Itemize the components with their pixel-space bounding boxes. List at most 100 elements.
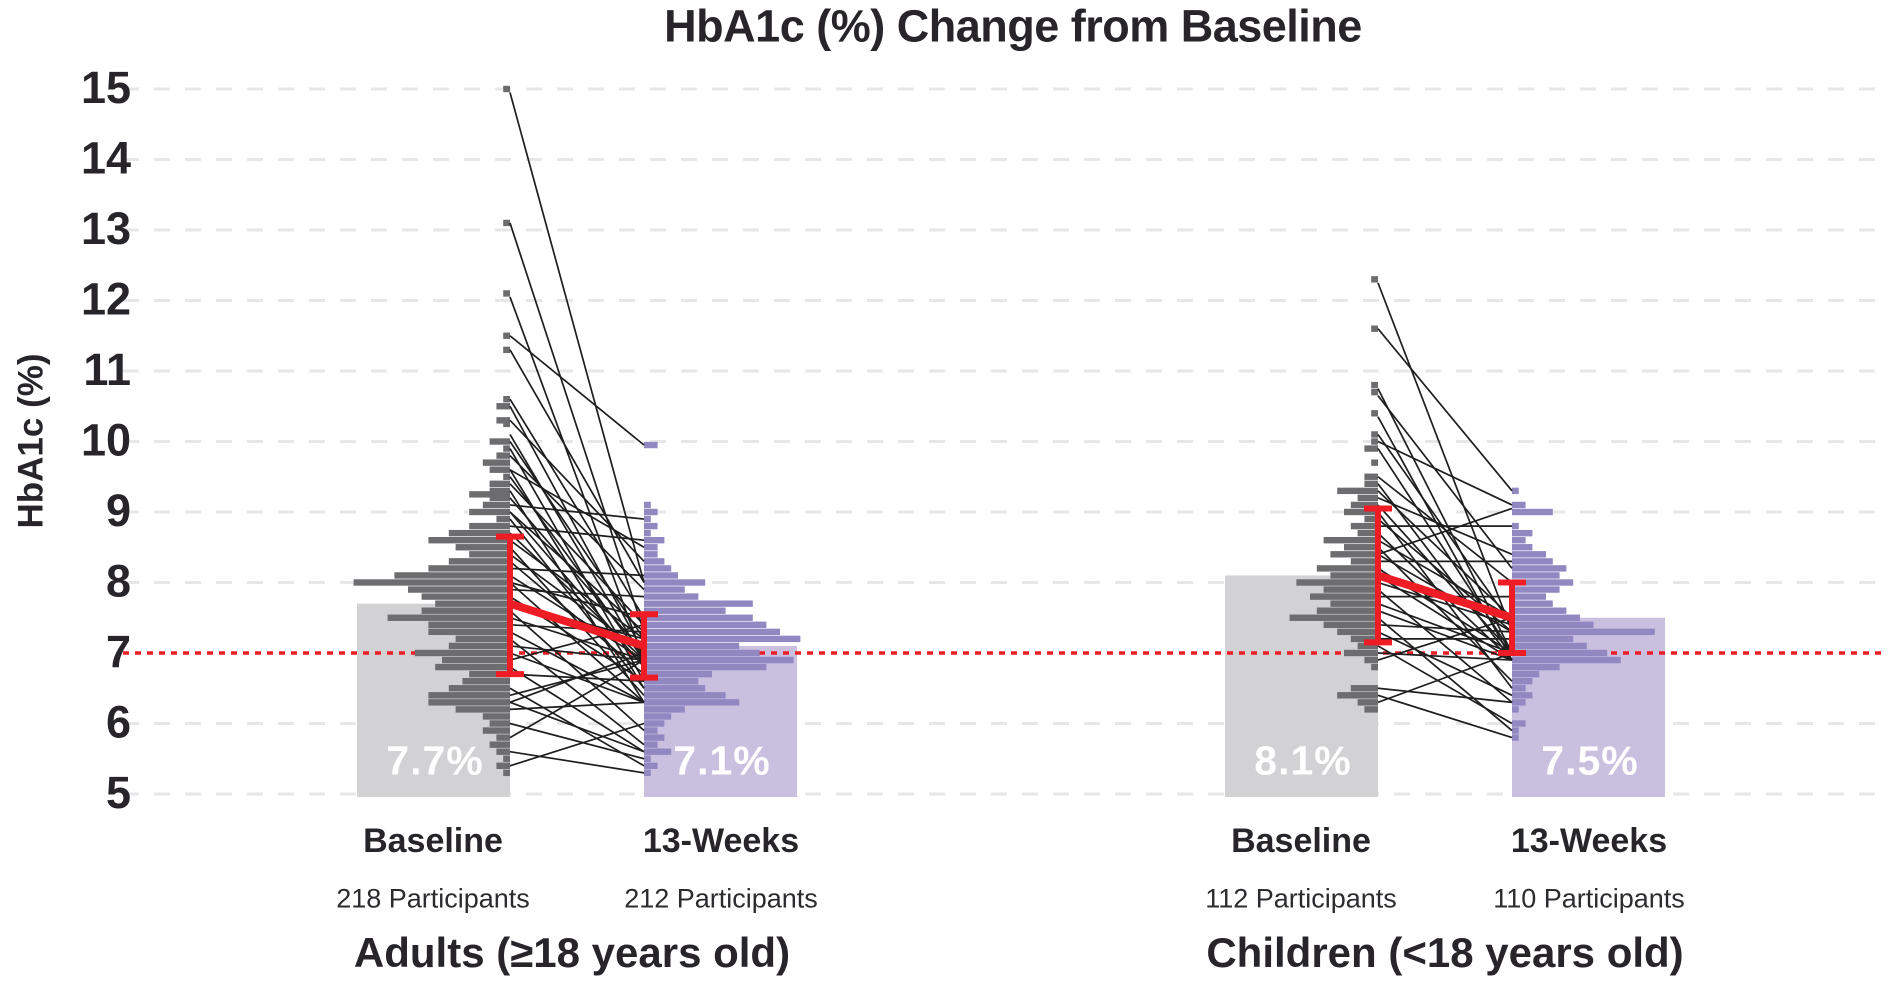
histogram-bar-baseline [1364,515,1378,523]
histogram-bar-baseline [469,491,510,498]
histogram-bar-baseline [414,649,510,657]
y-tick-label: 14 [81,132,131,183]
histogram-bar-baseline [489,438,510,445]
histogram-bar-13weeks [1512,642,1587,650]
histogram-bar-13weeks [644,593,699,600]
histogram-bar-baseline [1337,692,1378,699]
histogram-bar-baseline [428,537,510,544]
histogram-bar-13weeks [644,579,706,586]
histogram-bar-13weeks [1512,487,1519,495]
histogram-bar-baseline [489,720,510,727]
pair-line [509,659,645,739]
participants-label-adults-13weeks: 212 Participants [624,883,818,914]
histogram-bar-baseline [482,727,510,734]
histogram-bar-baseline [503,290,510,297]
histogram-bar-baseline [1316,607,1378,614]
pair-line [509,722,645,760]
histogram-bar-13weeks [644,642,740,650]
histogram-bar-baseline [448,558,510,565]
pair-line [509,750,645,774]
histogram-bar-13weeks [644,685,706,692]
pair-line [509,574,645,661]
histogram-bar-13weeks [644,600,753,607]
histogram-bar-baseline [455,544,510,551]
pair-line [1377,687,1513,704]
histogram-bar-13weeks [1512,621,1594,628]
pair-line [509,638,645,746]
histogram-bar-13weeks [1512,501,1526,509]
pair-line [509,497,645,654]
histogram-bar-baseline [1371,388,1378,396]
histogram-bar-13weeks [1512,544,1533,551]
pair-line [509,623,645,661]
histogram-bar-baseline [469,551,510,558]
histogram-bar-13weeks [1512,600,1553,607]
histogram-bar-baseline [1371,438,1378,445]
histogram-bar-13weeks [1512,699,1526,706]
histogram-bar-13weeks [644,544,658,551]
pair-line [509,504,645,520]
mean-change-line [1376,571,1514,622]
histogram-bar-baseline [503,473,510,480]
panel-title-children: Children (<18 years old) [1206,929,1684,976]
histogram-bar-baseline [448,685,510,692]
histogram-bar-13weeks [644,558,665,565]
y-tick-label: 6 [106,696,131,747]
pair-line [509,441,645,640]
histogram-bar-baseline [469,508,510,516]
histogram-bar-13weeks [644,727,658,734]
histogram-bar-13weeks [644,656,794,664]
histogram-bar-13weeks [644,515,651,523]
histogram-bar-13weeks [1512,635,1574,643]
pair-line [509,645,645,661]
histogram-bar-baseline [428,692,510,699]
histogram-bar-baseline [1344,544,1378,551]
y-tick-label: 13 [81,203,131,254]
pair-line [509,222,645,633]
pair-line [509,722,645,767]
histogram-bar-13weeks [644,565,672,572]
histogram-bar-13weeks [1512,685,1526,692]
histogram-bar-baseline [428,699,510,706]
histogram-bar-baseline [1330,551,1378,558]
histogram-bar-13weeks [644,551,658,558]
histogram-bar-13weeks [1512,649,1608,657]
histogram-bar-13weeks [644,649,760,657]
y-tick-label: 15 [81,62,131,113]
histogram-bar-13weeks [644,720,665,727]
histogram-bar-baseline [496,515,510,523]
histogram-bar-baseline [1371,410,1378,417]
pair-line [1377,328,1513,492]
pair-line [1377,588,1513,704]
y-tick-label: 10 [81,414,131,465]
participants-label-children-13weeks: 110 Participants [1493,883,1685,914]
histogram-bar-baseline [1330,600,1378,607]
pair-line [1377,652,1513,704]
histogram-bar-baseline [1357,699,1378,706]
pair-line [1377,581,1513,626]
histogram-bar-baseline [1371,381,1378,389]
histogram-bar-13weeks [1512,537,1526,544]
histogram-bar-baseline [1344,508,1378,516]
histogram-bar-baseline [1323,621,1378,628]
pair-line [1377,476,1513,584]
histogram-bar-baseline [1350,522,1378,530]
histogram-bar-13weeks [1512,522,1519,530]
histogram-bar-baseline [489,494,510,502]
histogram-bar-baseline [1337,628,1378,636]
histogram-bar-baseline [1364,445,1378,452]
pair-line [1377,617,1513,732]
histogram-bar-baseline [496,403,510,410]
panel-title-adults: Adults (≥18 years old) [353,929,791,976]
pair-line [509,567,645,577]
histogram-bar-baseline [489,480,510,487]
histogram-bar-13weeks [644,614,753,621]
histogram-bar-baseline [448,642,510,650]
histogram-bar-13weeks [1512,734,1519,741]
histogram-bar-baseline [1371,325,1378,332]
pair-line [1377,440,1513,506]
pair-line [509,296,645,661]
histogram-bar-baseline [496,452,510,459]
pair-line [1377,448,1513,654]
histogram-bar-baseline [435,663,510,671]
